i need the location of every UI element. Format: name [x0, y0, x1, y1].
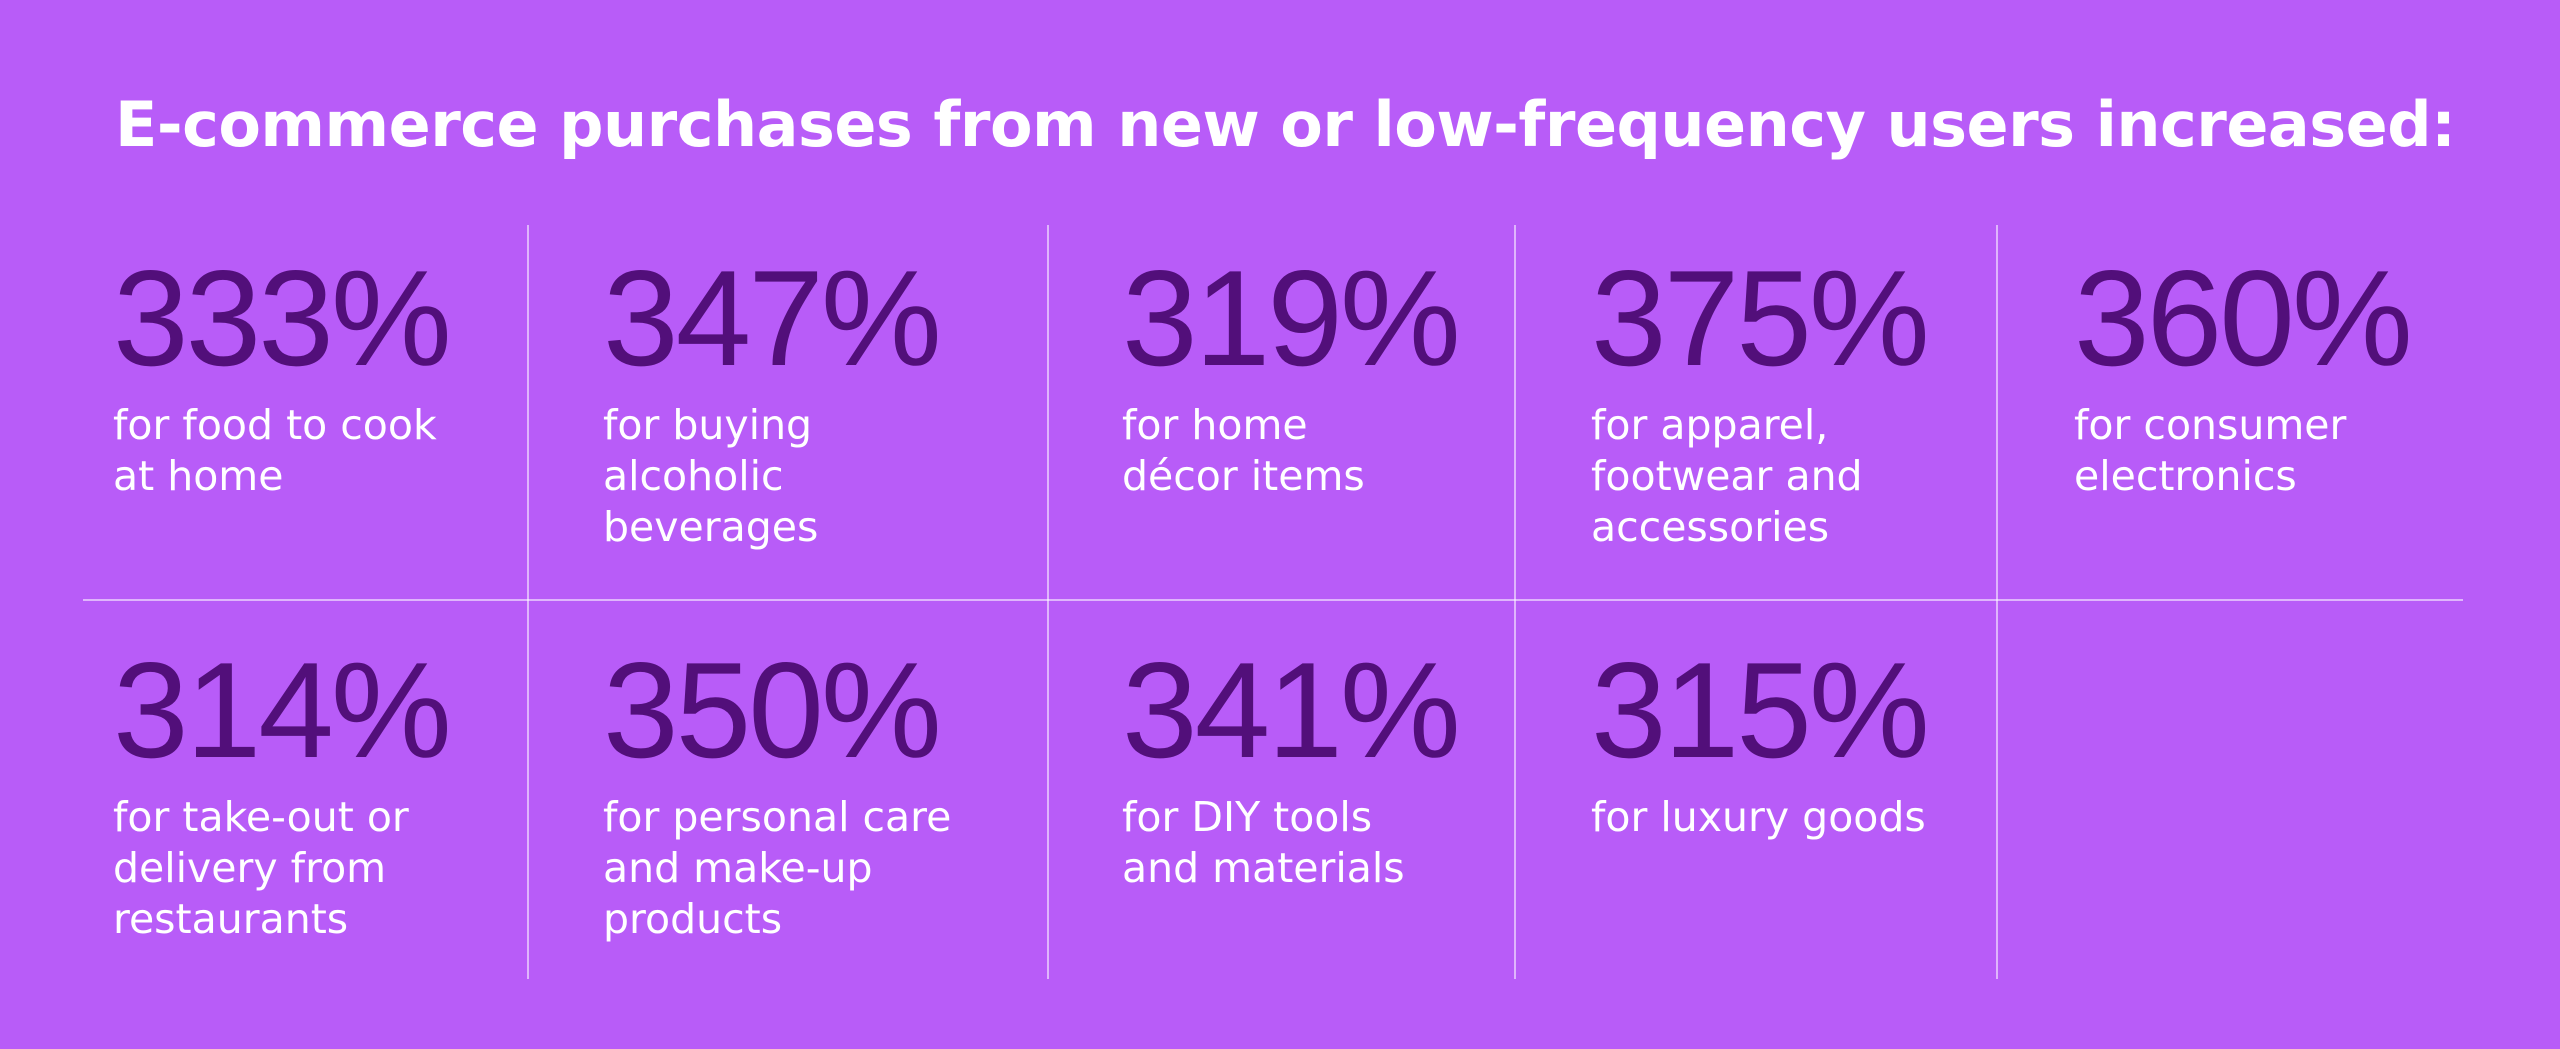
stat-home-decor: 319% for home décor items: [1122, 242, 1461, 502]
row-divider: [83, 599, 2463, 601]
column-divider: [1996, 225, 1998, 979]
stat-value: 341%: [1122, 634, 1461, 786]
stat-value: 347%: [603, 242, 942, 394]
column-divider: [527, 225, 529, 979]
stat-personal-care: 350% for personal care and make-up produ…: [603, 640, 951, 945]
stat-value: 350%: [603, 634, 942, 786]
stat-label: for home décor items: [1122, 401, 1365, 500]
stat-label: for buying alcoholic beverages: [603, 401, 819, 551]
stat-take-out: 314% for take-out or delivery from resta…: [113, 634, 452, 945]
stat-luxury-goods: 315% for luxury goods: [1591, 634, 1930, 843]
stat-consumer-electronics: 360% for consumer electronics: [2074, 242, 2413, 502]
column-divider: [1514, 225, 1516, 979]
stat-value: 333%: [113, 242, 452, 394]
stat-label: for apparel, footwear and accessories: [1591, 401, 1863, 551]
stat-apparel: 375% for apparel, footwear and accessori…: [1591, 242, 1930, 553]
page-title: E-commerce purchases from new or low-fre…: [115, 88, 2456, 161]
stat-diy-tools: 341% for DIY tools and materials: [1122, 634, 1461, 894]
stat-label: for personal care and make-up products: [603, 793, 952, 943]
stat-value: 315%: [1591, 634, 1930, 786]
column-divider: [1047, 225, 1049, 979]
stat-label: for consumer electronics: [2074, 401, 2347, 500]
stat-label: for luxury goods: [1591, 793, 1926, 841]
stat-label: for take-out or delivery from restaurant…: [113, 793, 409, 943]
stat-alcoholic-beverages: 347% for buying alcoholic beverages: [603, 242, 942, 553]
stats-grid: 333% for food to cook at home 347% for b…: [83, 225, 2463, 979]
stat-value: 375%: [1591, 242, 1930, 394]
stat-value: 314%: [113, 634, 452, 786]
stat-value: 360%: [2074, 242, 2413, 394]
stat-value: 319%: [1122, 242, 1461, 394]
stat-food-to-cook: 333% for food to cook at home: [113, 242, 452, 502]
stat-label: for food to cook at home: [113, 401, 437, 500]
stat-label: for DIY tools and materials: [1122, 793, 1405, 892]
